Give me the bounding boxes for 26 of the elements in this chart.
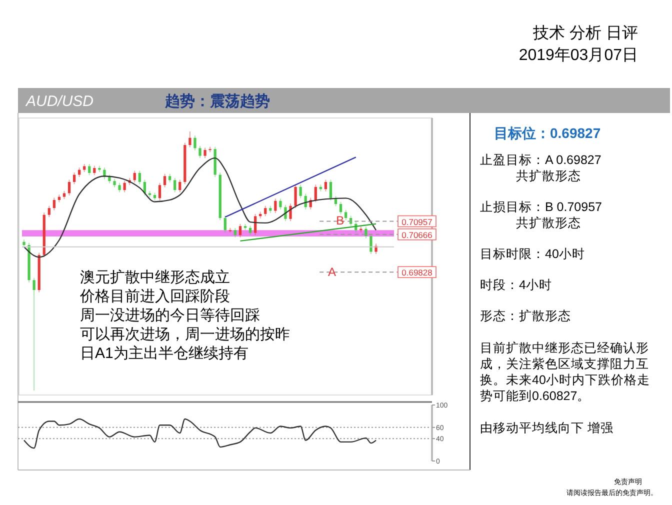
annotation: 日A1为主出半仓继续持有	[80, 345, 248, 362]
annotation: B	[336, 213, 344, 228]
text: 目标时限：40小时	[480, 247, 585, 261]
annotation: 价格目前进入回踩阶段	[79, 288, 230, 305]
text: 时段：4小时	[480, 278, 552, 292]
y-tick-label: 0.70957	[402, 216, 433, 227]
text: 目前扩散中继形态已经确认形成，关注紫色区域支撑阻力互换。未来40小时内下跌价格走势可能到0.60827。	[480, 341, 650, 403]
text: 止盈目标：A 0.69827	[480, 153, 602, 167]
text: 由移动平均线向下 增强	[480, 421, 614, 435]
text: 共扩散形态	[516, 216, 581, 230]
text: 2019年03月07日	[518, 47, 638, 64]
annotation: A	[328, 265, 336, 280]
text: 共扩散形态	[516, 169, 581, 183]
annotation: 周一没进场的今日等待回踩	[80, 307, 260, 324]
text: 止损目标：B 0.70957	[480, 200, 602, 214]
text: 技术 分析 日评	[532, 24, 638, 42]
y-tick-label: 0.69828	[402, 268, 433, 278]
annotation: 可以再次进场，周一进场的按昨	[80, 326, 290, 343]
annotation: 澳元扩散中继形态成立	[80, 269, 230, 286]
line-series	[23, 418, 377, 449]
text: 形态：扩散形态	[480, 309, 571, 323]
text: 趋势：震荡趋势	[164, 93, 270, 110]
y-tick-label: 0.70666	[402, 230, 433, 240]
text: AUD/USD	[25, 93, 94, 110]
line-series	[23, 157, 377, 258]
text: 目标位：0.69827	[494, 125, 601, 141]
